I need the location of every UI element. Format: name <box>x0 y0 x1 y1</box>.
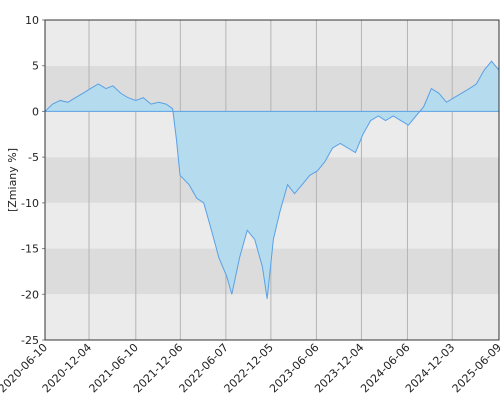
y-tick-label: -20 <box>21 288 39 301</box>
y-tick-label: -15 <box>21 243 39 256</box>
y-tick-label: -5 <box>28 151 39 164</box>
area <box>45 61 499 299</box>
band <box>45 20 499 66</box>
x-tick-label: 2025-06-09 <box>450 341 500 395</box>
y-tick-label: 10 <box>25 14 39 27</box>
plot-frame <box>44 19 500 341</box>
line <box>44 60 500 299</box>
y-tick-label: 0 <box>32 105 39 118</box>
y-axis-label: [Zmiany %] <box>6 148 19 212</box>
y-tick-label: -10 <box>21 197 39 210</box>
y-tick-label: -25 <box>21 334 39 347</box>
band <box>45 294 499 340</box>
y-tick-label: 5 <box>32 60 39 73</box>
